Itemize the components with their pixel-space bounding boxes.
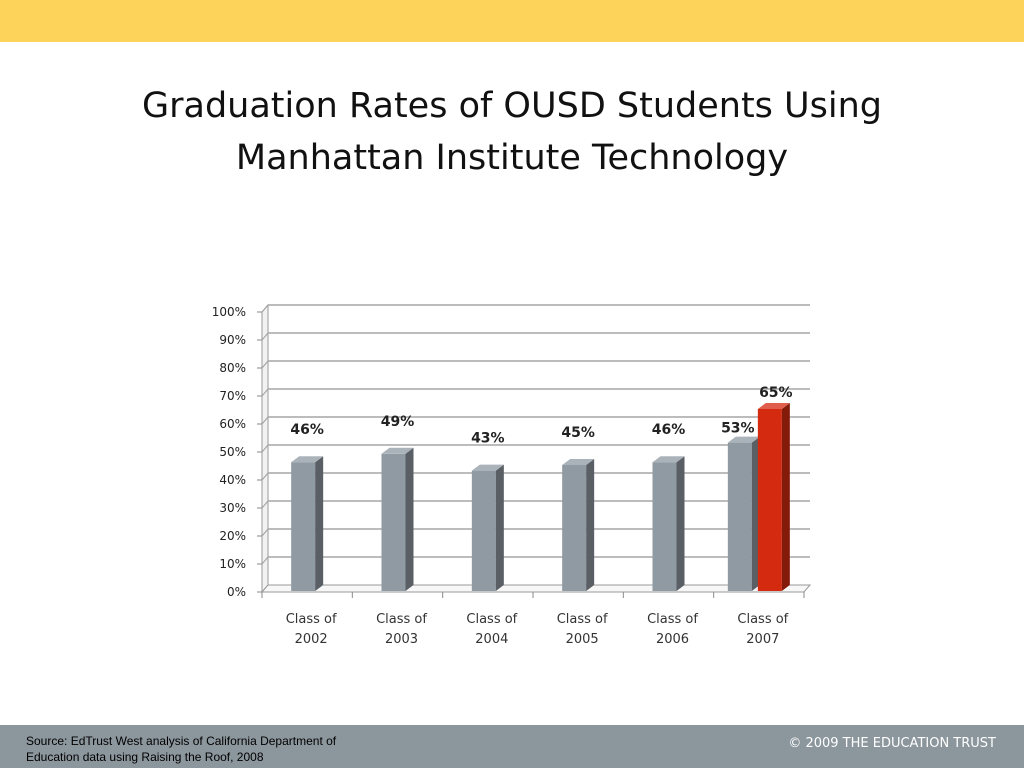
y-axis-tick-label: 70% (219, 389, 246, 403)
source-note-line-2: Education data using Raising the Roof, 2… (26, 750, 264, 764)
gridline-wall-segment (261, 360, 269, 369)
bar-top-face (291, 456, 324, 463)
bar-top-face (727, 436, 760, 443)
gridline-wall-segment (261, 444, 269, 453)
bar-top-face (471, 464, 504, 471)
bar-top-face (757, 403, 790, 409)
bar-front-face (757, 409, 782, 591)
y-axis-tick-label: 90% (219, 333, 246, 347)
bar-side-face (405, 447, 414, 591)
x-axis-category-label: Class of (376, 612, 427, 627)
slide-title: Graduation Rates of OUSD Students Using … (60, 80, 964, 184)
bar-front-face (291, 462, 316, 591)
bar-data-label: 43% (471, 431, 505, 447)
chart-floor (260, 584, 812, 593)
gridline-wall-segment (261, 556, 269, 565)
bar-side-face (676, 456, 685, 591)
source-note: Source: EdTrust West analysis of Califor… (26, 733, 426, 765)
y-axis-tick-label: 50% (219, 445, 246, 459)
gridline-wall-segment (261, 388, 269, 397)
x-axis-category-label: 2007 (746, 632, 779, 647)
copyright-text: © 2009 THE EDUCATION TRUST (788, 736, 996, 751)
bar-side-face (781, 403, 790, 591)
footer-bar: Source: EdTrust West analysis of Califor… (0, 725, 1024, 768)
y-axis-tick-label: 60% (219, 417, 246, 431)
bar-top-face (562, 459, 595, 465)
gridline-wall-segment (261, 500, 269, 509)
y-axis-tick-label: 40% (219, 473, 246, 487)
bar-data-label: 49% (381, 414, 415, 430)
x-axis-category-label: Class of (737, 612, 788, 627)
bar-side-face (495, 464, 504, 591)
bar-top-face (652, 456, 685, 463)
y-axis-tick-label: 100% (212, 305, 246, 319)
gridline-wall-segment (261, 472, 269, 481)
x-axis-category-label: Class of (647, 612, 698, 627)
x-axis-category-label: 2005 (566, 632, 599, 647)
x-axis-category-label: Class of (286, 612, 337, 627)
bar-data-label: 46% (290, 422, 324, 438)
y-axis-tick-label: 30% (219, 501, 246, 515)
top-accent-band (0, 0, 1024, 42)
slide-title-line-2: Manhattan Institute Technology (235, 138, 789, 178)
gridline-wall-segment (261, 528, 269, 537)
x-axis-category-label: 2006 (656, 632, 689, 647)
gridline-wall-segment (261, 304, 269, 313)
x-axis-category-label: Class of (466, 612, 517, 627)
gridline-wall-segment (261, 332, 269, 341)
bar-side-face (315, 456, 324, 591)
slide-title-line-1: Graduation Rates of OUSD Students Using (141, 86, 883, 126)
bar-front-face (727, 442, 752, 591)
y-axis-tick-label: 0% (227, 585, 246, 599)
bar-front-face (381, 453, 406, 591)
bar-data-label: 53% (721, 421, 755, 437)
x-axis-category-label: Class of (557, 612, 608, 627)
bar-data-label: 45% (561, 425, 595, 441)
bar-data-label: 46% (652, 422, 686, 438)
bar-data-label: 65% (759, 385, 793, 401)
x-axis-category-label: 2004 (475, 632, 508, 647)
graduation-rate-bar-chart: 0% 10% 20% 30% 40% 50% 60% 70% 80% 90% 100% 46% Clas… (212, 303, 812, 647)
bar-front-face (562, 465, 587, 591)
x-axis-category-label: 2003 (385, 632, 418, 647)
y-axis-tick-label: 80% (219, 361, 246, 375)
y-axis-tick-label: 10% (219, 557, 246, 571)
y-axis-tick-label: 20% (219, 529, 246, 543)
source-note-line-1: Source: EdTrust West analysis of Califor… (26, 734, 337, 748)
bar-front-face (471, 470, 496, 591)
bar-top-face (381, 447, 414, 454)
bar-front-face (652, 462, 677, 591)
gridline-wall-segment (261, 416, 269, 425)
x-axis-category-label: 2002 (295, 632, 328, 647)
bar-side-face (586, 459, 595, 591)
